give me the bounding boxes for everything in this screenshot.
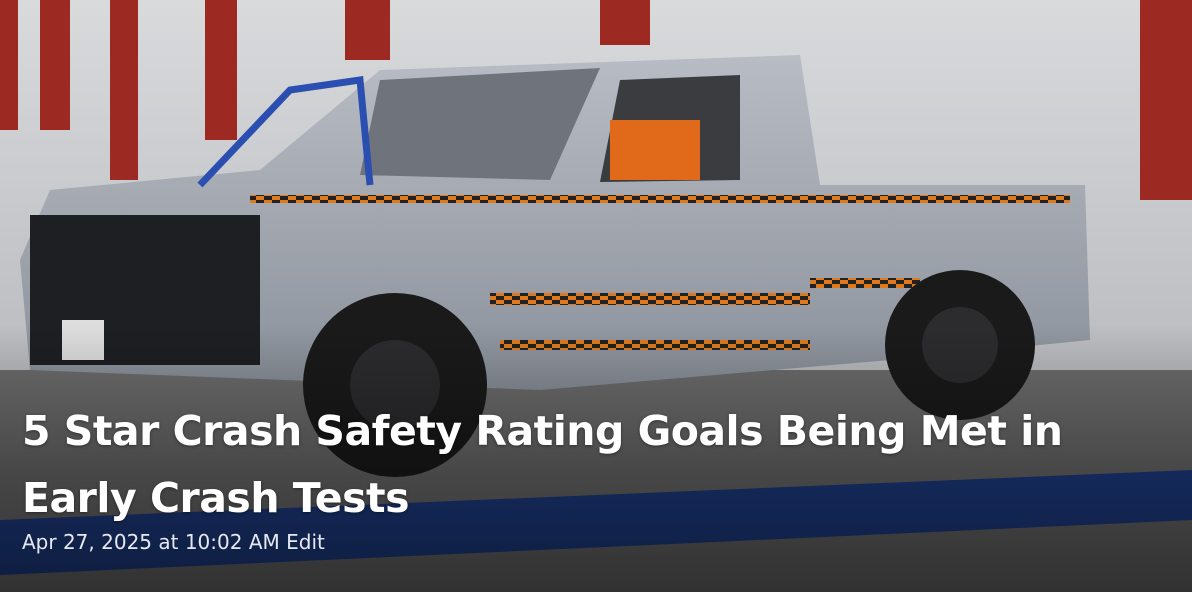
edit-link[interactable]: Edit xyxy=(286,530,325,554)
article-title: 5 Star Crash Safety Rating Goals Being M… xyxy=(22,407,1063,522)
publish-date: Apr 27, 2025 at 10:02 AM xyxy=(22,530,280,554)
article-meta: Apr 27, 2025 at 10:02 AM Edit xyxy=(22,530,325,554)
